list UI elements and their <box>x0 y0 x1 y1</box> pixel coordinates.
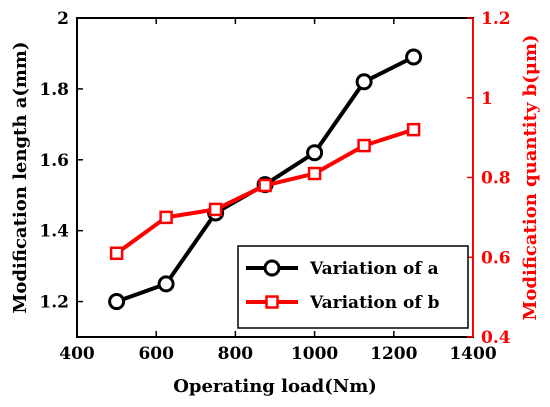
data-point-b <box>357 138 371 153</box>
legend: Variation of a Variation of b <box>237 245 469 329</box>
left-y-tick-label: 1.4 <box>39 222 69 242</box>
legend-marker-square <box>265 295 279 309</box>
x-tick-label: 1400 <box>449 344 496 364</box>
data-point-b <box>406 122 421 137</box>
data-point-b <box>208 202 223 217</box>
left-y-tick-label: 2 <box>57 9 69 29</box>
left-y-tick-label: 1.2 <box>39 293 69 313</box>
legend-label: Variation of b <box>309 293 440 313</box>
x-axis-title: Operating load(Nm) <box>173 376 377 397</box>
right-y-tick-label: 0.6 <box>481 248 511 268</box>
right-y-tick-label: 0.8 <box>481 169 511 189</box>
legend-entry: Variation of a <box>246 259 439 279</box>
data-point-b <box>109 246 124 261</box>
x-tick-label: 800 <box>218 344 254 364</box>
data-point-a <box>306 144 324 162</box>
x-tick-label: 400 <box>59 344 95 364</box>
data-point-a <box>108 293 126 311</box>
legend-marker-circle <box>263 259 281 277</box>
data-point-a <box>157 275 175 293</box>
left-y-axis-title: Modification length a(mm) <box>10 42 31 314</box>
legend-box <box>237 245 469 329</box>
data-point-b <box>258 178 272 193</box>
left-y-tick-label: 1.8 <box>39 80 69 100</box>
x-tick-label: 600 <box>138 344 174 364</box>
x-tick-label: 1000 <box>291 344 338 364</box>
right-y-tick-label: 1 <box>481 89 493 109</box>
x-tick-label: 1200 <box>370 344 417 364</box>
legend-label: Variation of a <box>309 259 439 279</box>
right-y-tick-label: 0.4 <box>481 328 511 348</box>
right-y-axis-title: Modification quantity b(μm) <box>520 34 541 320</box>
left-y-tick-label: 1.6 <box>39 151 69 171</box>
data-point-a <box>355 73 373 91</box>
legend-entry: Variation of b <box>246 293 440 313</box>
right-y-tick-label: 1.2 <box>481 9 511 29</box>
data-point-b <box>307 166 322 181</box>
data-point-b <box>159 210 173 225</box>
data-point-a <box>405 48 423 66</box>
